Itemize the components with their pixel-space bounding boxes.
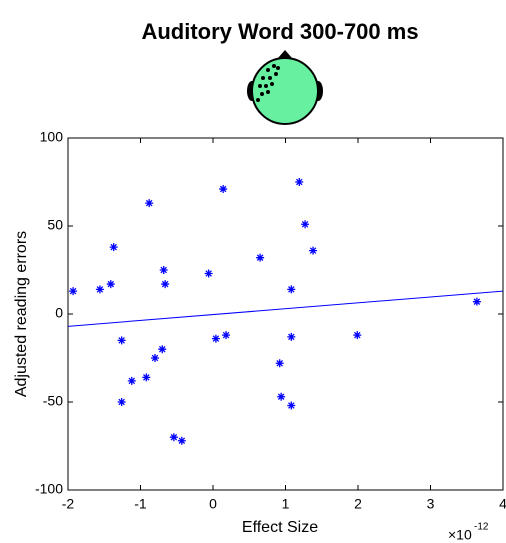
- point: [219, 185, 228, 194]
- point: [287, 332, 296, 341]
- point: [256, 253, 265, 262]
- point: [151, 354, 159, 362]
- x-scale-label: ×10: [448, 527, 472, 543]
- point: [309, 246, 318, 255]
- plot-frame: [67, 137, 504, 491]
- y-tick-label: 0: [55, 305, 63, 321]
- point: [142, 373, 151, 382]
- x-tick-label: 0: [209, 496, 217, 512]
- fit-line: [67, 290, 504, 327]
- point: [158, 345, 167, 354]
- point: [472, 297, 481, 306]
- point: [117, 336, 126, 345]
- y-tick-label: -50: [43, 393, 63, 409]
- point: [211, 334, 220, 343]
- x-scale-exponent: -12: [474, 522, 489, 533]
- y-tick-label: 100: [40, 129, 64, 145]
- point: [295, 178, 304, 186]
- head-topography: [247, 50, 323, 125]
- point: [161, 280, 170, 289]
- point: [95, 285, 104, 294]
- x-tick-label: 2: [354, 496, 362, 512]
- x-tick-label: -2: [62, 496, 75, 512]
- x-tick-label: -1: [134, 496, 147, 512]
- x-tick-label: 3: [427, 496, 435, 512]
- point: [145, 199, 154, 208]
- y-tick-label: 50: [47, 217, 63, 233]
- point: [222, 331, 231, 340]
- y-axis-label: Adjusted reading errors: [13, 231, 30, 397]
- point: [127, 376, 136, 385]
- point: [301, 220, 310, 229]
- point: [277, 392, 286, 401]
- chart-title: Auditory Word 300-700 ms: [141, 19, 418, 44]
- point: [287, 285, 296, 294]
- point: [287, 401, 296, 410]
- x-tick-label: 4: [499, 496, 506, 512]
- point: [69, 287, 78, 296]
- point: [353, 331, 362, 340]
- x-tick-label: 1: [282, 496, 290, 512]
- point: [117, 398, 126, 406]
- y-tick-label: -100: [35, 481, 63, 497]
- x-axis-label: Effect Size: [242, 519, 318, 536]
- point: [177, 436, 186, 445]
- point: [204, 269, 213, 278]
- point: [169, 433, 178, 442]
- point: [109, 243, 118, 252]
- point: [275, 359, 284, 368]
- point: [159, 266, 168, 274]
- point: [106, 280, 115, 289]
